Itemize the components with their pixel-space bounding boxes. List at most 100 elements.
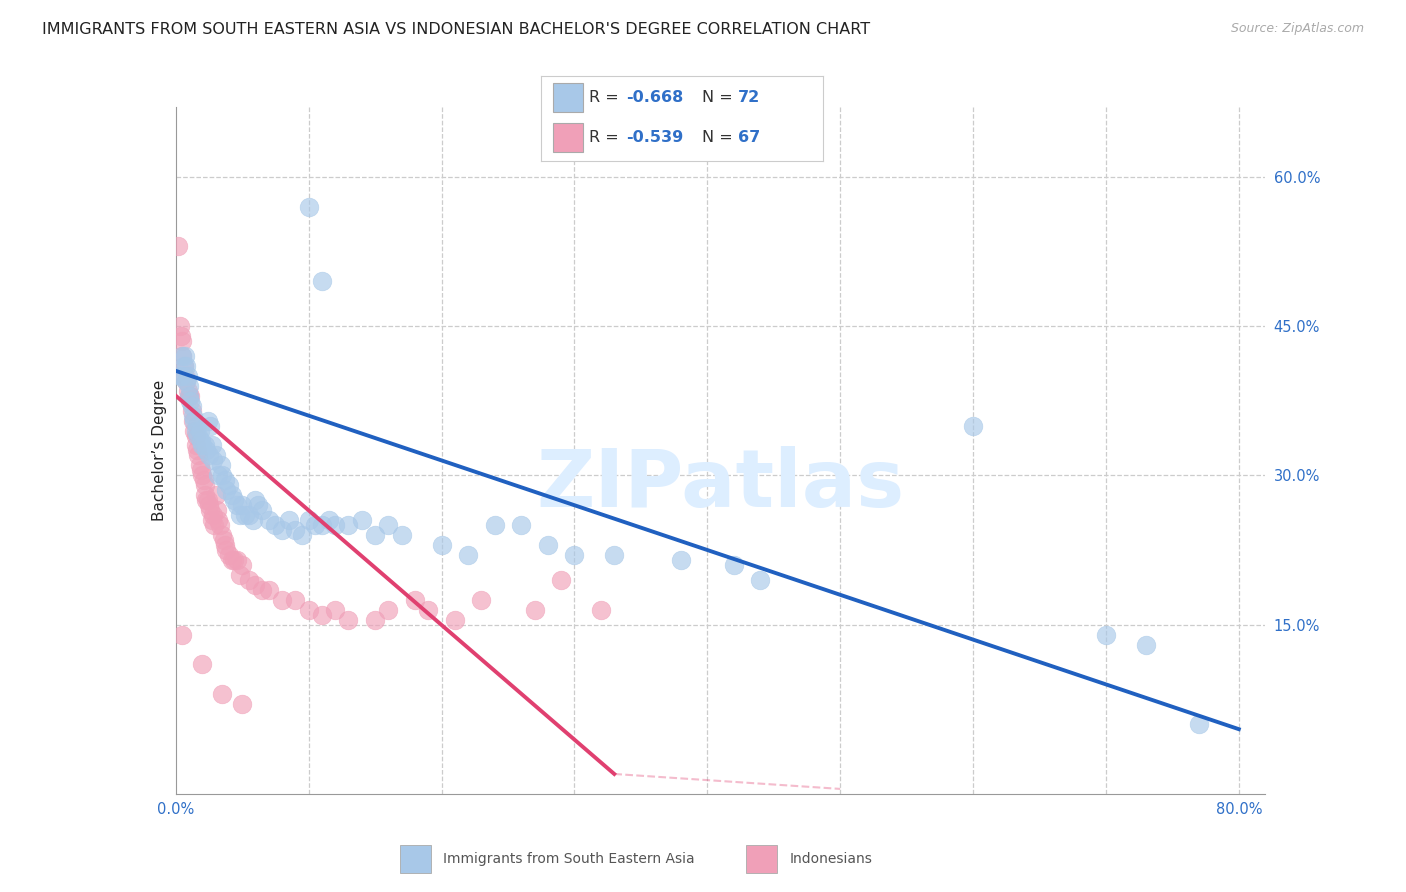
FancyBboxPatch shape	[553, 84, 583, 112]
Text: 72: 72	[738, 90, 761, 105]
Point	[184, 424, 207, 438]
Point	[377, 518, 399, 533]
Point	[404, 592, 426, 607]
Point	[418, 603, 440, 617]
Point	[201, 438, 224, 452]
Point	[457, 548, 479, 562]
Point	[195, 443, 218, 458]
Point	[238, 508, 260, 523]
Point	[749, 573, 772, 587]
Point	[177, 389, 200, 403]
Point	[221, 553, 243, 567]
Point	[1095, 627, 1118, 641]
Point	[183, 414, 205, 428]
Text: 67: 67	[738, 130, 761, 145]
Point	[190, 434, 212, 448]
Point	[176, 374, 198, 388]
Point	[337, 613, 360, 627]
Point	[187, 449, 209, 463]
Point	[323, 518, 346, 533]
Point	[564, 548, 586, 562]
Text: R =: R =	[589, 90, 624, 105]
Point	[172, 627, 194, 641]
Text: R =: R =	[589, 130, 624, 145]
Point	[172, 368, 194, 383]
Point	[218, 548, 240, 562]
Point	[271, 592, 294, 607]
Point	[669, 553, 692, 567]
Point	[247, 498, 270, 512]
Point	[181, 409, 204, 423]
Point	[250, 582, 273, 597]
Point	[364, 528, 387, 542]
Point	[224, 553, 246, 567]
Point	[233, 508, 256, 523]
Point	[225, 498, 247, 512]
Point	[364, 613, 387, 627]
Point	[212, 533, 235, 547]
Point	[304, 518, 326, 533]
Point	[194, 478, 217, 492]
Point	[177, 368, 200, 383]
Point	[264, 518, 287, 533]
Point	[172, 349, 194, 363]
Point	[224, 493, 246, 508]
Point	[204, 449, 226, 463]
Point	[245, 578, 267, 592]
Point	[337, 518, 360, 533]
Point	[180, 399, 202, 413]
Point	[176, 374, 198, 388]
Point	[523, 603, 546, 617]
Point	[723, 558, 745, 572]
Point	[191, 438, 214, 452]
Point	[221, 488, 243, 502]
Text: IMMIGRANTS FROM SOUTH EASTERN ASIA VS INDONESIAN BACHELOR'S DEGREE CORRELATION C: IMMIGRANTS FROM SOUTH EASTERN ASIA VS IN…	[42, 22, 870, 37]
Point	[180, 403, 202, 417]
Point	[318, 513, 340, 527]
Point	[430, 538, 453, 552]
Point	[298, 513, 321, 527]
Point	[271, 523, 294, 537]
Point	[188, 458, 211, 473]
Point	[211, 528, 233, 542]
Text: N =: N =	[702, 90, 738, 105]
Point	[207, 468, 229, 483]
Point	[510, 518, 533, 533]
Point	[284, 592, 307, 607]
Point	[202, 518, 225, 533]
Point	[205, 503, 228, 517]
Point	[211, 687, 233, 701]
Point	[225, 553, 247, 567]
Text: Source: ZipAtlas.com: Source: ZipAtlas.com	[1230, 22, 1364, 36]
Point	[186, 418, 208, 433]
Point	[215, 483, 238, 498]
Point	[204, 488, 226, 502]
Point	[284, 523, 307, 537]
Point	[197, 493, 219, 508]
Point	[200, 503, 222, 517]
Point	[537, 538, 560, 552]
Text: -0.539: -0.539	[626, 130, 683, 145]
Point	[191, 657, 214, 672]
Point	[170, 329, 193, 343]
Point	[550, 573, 572, 587]
Point	[311, 518, 333, 533]
Point	[443, 613, 465, 627]
Point	[173, 359, 195, 373]
Point	[238, 573, 260, 587]
FancyBboxPatch shape	[553, 123, 583, 152]
Point	[188, 424, 211, 438]
Point	[231, 698, 253, 712]
Point	[231, 498, 253, 512]
Point	[1135, 638, 1157, 652]
Point	[207, 513, 229, 527]
FancyBboxPatch shape	[747, 846, 778, 872]
Point	[277, 513, 299, 527]
Point	[231, 558, 253, 572]
Point	[183, 424, 205, 438]
Point	[470, 592, 492, 607]
Point	[187, 428, 209, 442]
Point	[1188, 717, 1211, 731]
Point	[174, 349, 197, 363]
Point	[391, 528, 413, 542]
